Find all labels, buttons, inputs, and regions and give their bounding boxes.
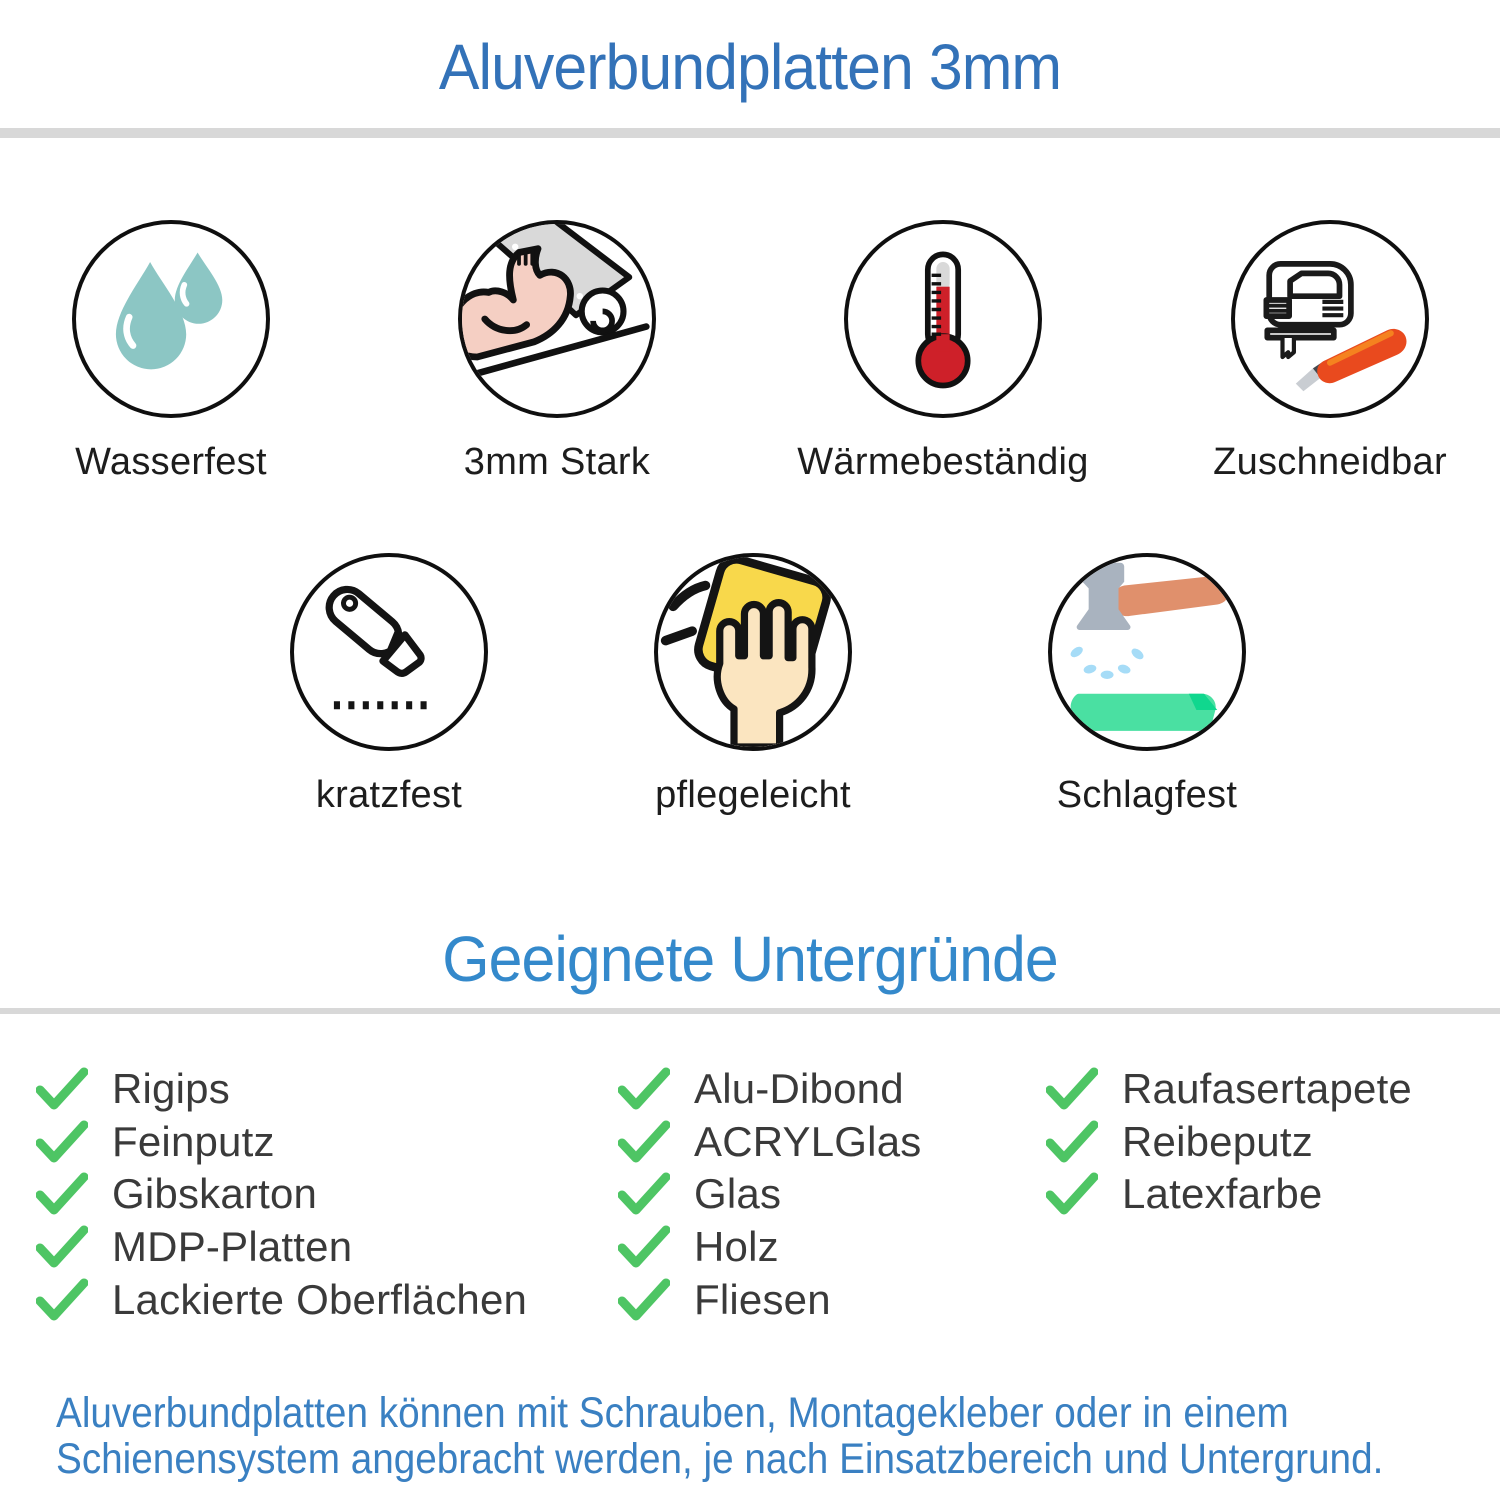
substrate-label: Gibskarton: [112, 1170, 318, 1218]
check-icon: [36, 1278, 88, 1321]
feature-3mm-stark: 3mm Stark: [369, 220, 745, 484]
footer-note: Aluverbundplatten können mit Schrauben, …: [56, 1390, 1500, 1482]
list-item: Feinputz: [36, 1116, 527, 1169]
substrate-label: Glas: [694, 1170, 782, 1218]
feature-label: pflegeleicht: [655, 774, 851, 816]
check-icon: [618, 1067, 670, 1110]
check-icon: [1046, 1120, 1098, 1163]
feature-pflegeleicht: pflegeleicht: [565, 553, 941, 817]
check-icon: [1046, 1067, 1098, 1110]
jigsaw-icon: [1231, 220, 1429, 418]
list-item: Fliesen: [618, 1273, 921, 1326]
feature-waermebestaendig: Wärmebeständig: [755, 220, 1131, 484]
list-item: Lackierte Oberflächen: [36, 1273, 527, 1326]
thermometer-icon: [844, 220, 1042, 418]
feature-zuschneidbar: Zuschneidbar: [1142, 220, 1500, 484]
check-icon: [36, 1225, 88, 1268]
feature-wasserfest: Wasserfest: [0, 220, 359, 484]
list-item: Glas: [618, 1168, 921, 1221]
hammer-icon: [1048, 553, 1246, 751]
substrate-label: Reibeputz: [1122, 1117, 1313, 1165]
substrate-label: Rigips: [112, 1065, 230, 1113]
list-item: Gibskarton: [36, 1168, 527, 1221]
feature-schlagfest: Schlagfest: [959, 553, 1335, 817]
divider: [0, 128, 1500, 138]
footer-line: Aluverbundplatten können mit Schrauben, …: [56, 1389, 1289, 1437]
check-icon: [36, 1067, 88, 1110]
feature-label: Wärmebeständig: [797, 441, 1089, 483]
substrate-label: ACRYLGlas: [694, 1117, 922, 1165]
check-icon: [618, 1120, 670, 1163]
feature-label: Wasserfest: [75, 441, 267, 483]
check-icon: [618, 1278, 670, 1321]
footer-line: Schienensystem angebracht werden, je nac…: [56, 1435, 1384, 1483]
check-icon: [36, 1172, 88, 1215]
list-item: Raufasertapete: [1046, 1063, 1412, 1116]
check-icon: [618, 1225, 670, 1268]
feature-kratzfest: kratzfest: [201, 553, 577, 817]
substrate-label: Raufasertapete: [1122, 1065, 1412, 1113]
list-item: Alu-Dibond: [618, 1063, 921, 1116]
feature-label: 3mm Stark: [463, 441, 651, 483]
list-item: Latexfarbe: [1046, 1168, 1412, 1221]
feature-label: Zuschneidbar: [1213, 441, 1447, 483]
substrate-label: Lackierte Oberflächen: [112, 1275, 528, 1323]
list-item: Rigips: [36, 1063, 527, 1116]
list-item: Holz: [618, 1221, 921, 1274]
substrate-label: Feinputz: [112, 1117, 275, 1165]
substrate-column-1: Rigips Feinputz Gibskarton MDP-Platten L…: [36, 1063, 527, 1326]
substrate-label: Alu-Dibond: [694, 1065, 904, 1113]
substrate-column-2: Alu-Dibond ACRYLGlas Glas Holz Fliesen: [618, 1063, 921, 1326]
utility-knife-icon: [290, 553, 488, 751]
list-item: MDP-Platten: [36, 1221, 527, 1274]
list-item: Reibeputz: [1046, 1116, 1412, 1169]
list-item: ACRYLGlas: [618, 1116, 921, 1169]
check-icon: [618, 1172, 670, 1215]
divider: [0, 1008, 1500, 1014]
wipe-hand-icon: [654, 553, 852, 751]
substrate-column-3: Raufasertapete Reibeputz Latexfarbe: [1046, 1063, 1412, 1221]
feature-label: kratzfest: [315, 774, 463, 816]
substrate-label: MDP-Platten: [112, 1223, 353, 1271]
page-title: Aluverbundplatten 3mm: [438, 31, 1062, 103]
substrate-label: Holz: [694, 1223, 779, 1271]
muscle-arm-icon: [458, 220, 656, 418]
section-title: Geeignete Untergründe: [442, 923, 1058, 995]
substrate-label: Latexfarbe: [1122, 1170, 1323, 1218]
water-drops-icon: [72, 220, 270, 418]
feature-label: Schlagfest: [1056, 774, 1238, 816]
check-icon: [36, 1120, 88, 1163]
substrate-label: Fliesen: [694, 1275, 831, 1323]
check-icon: [1046, 1172, 1098, 1215]
